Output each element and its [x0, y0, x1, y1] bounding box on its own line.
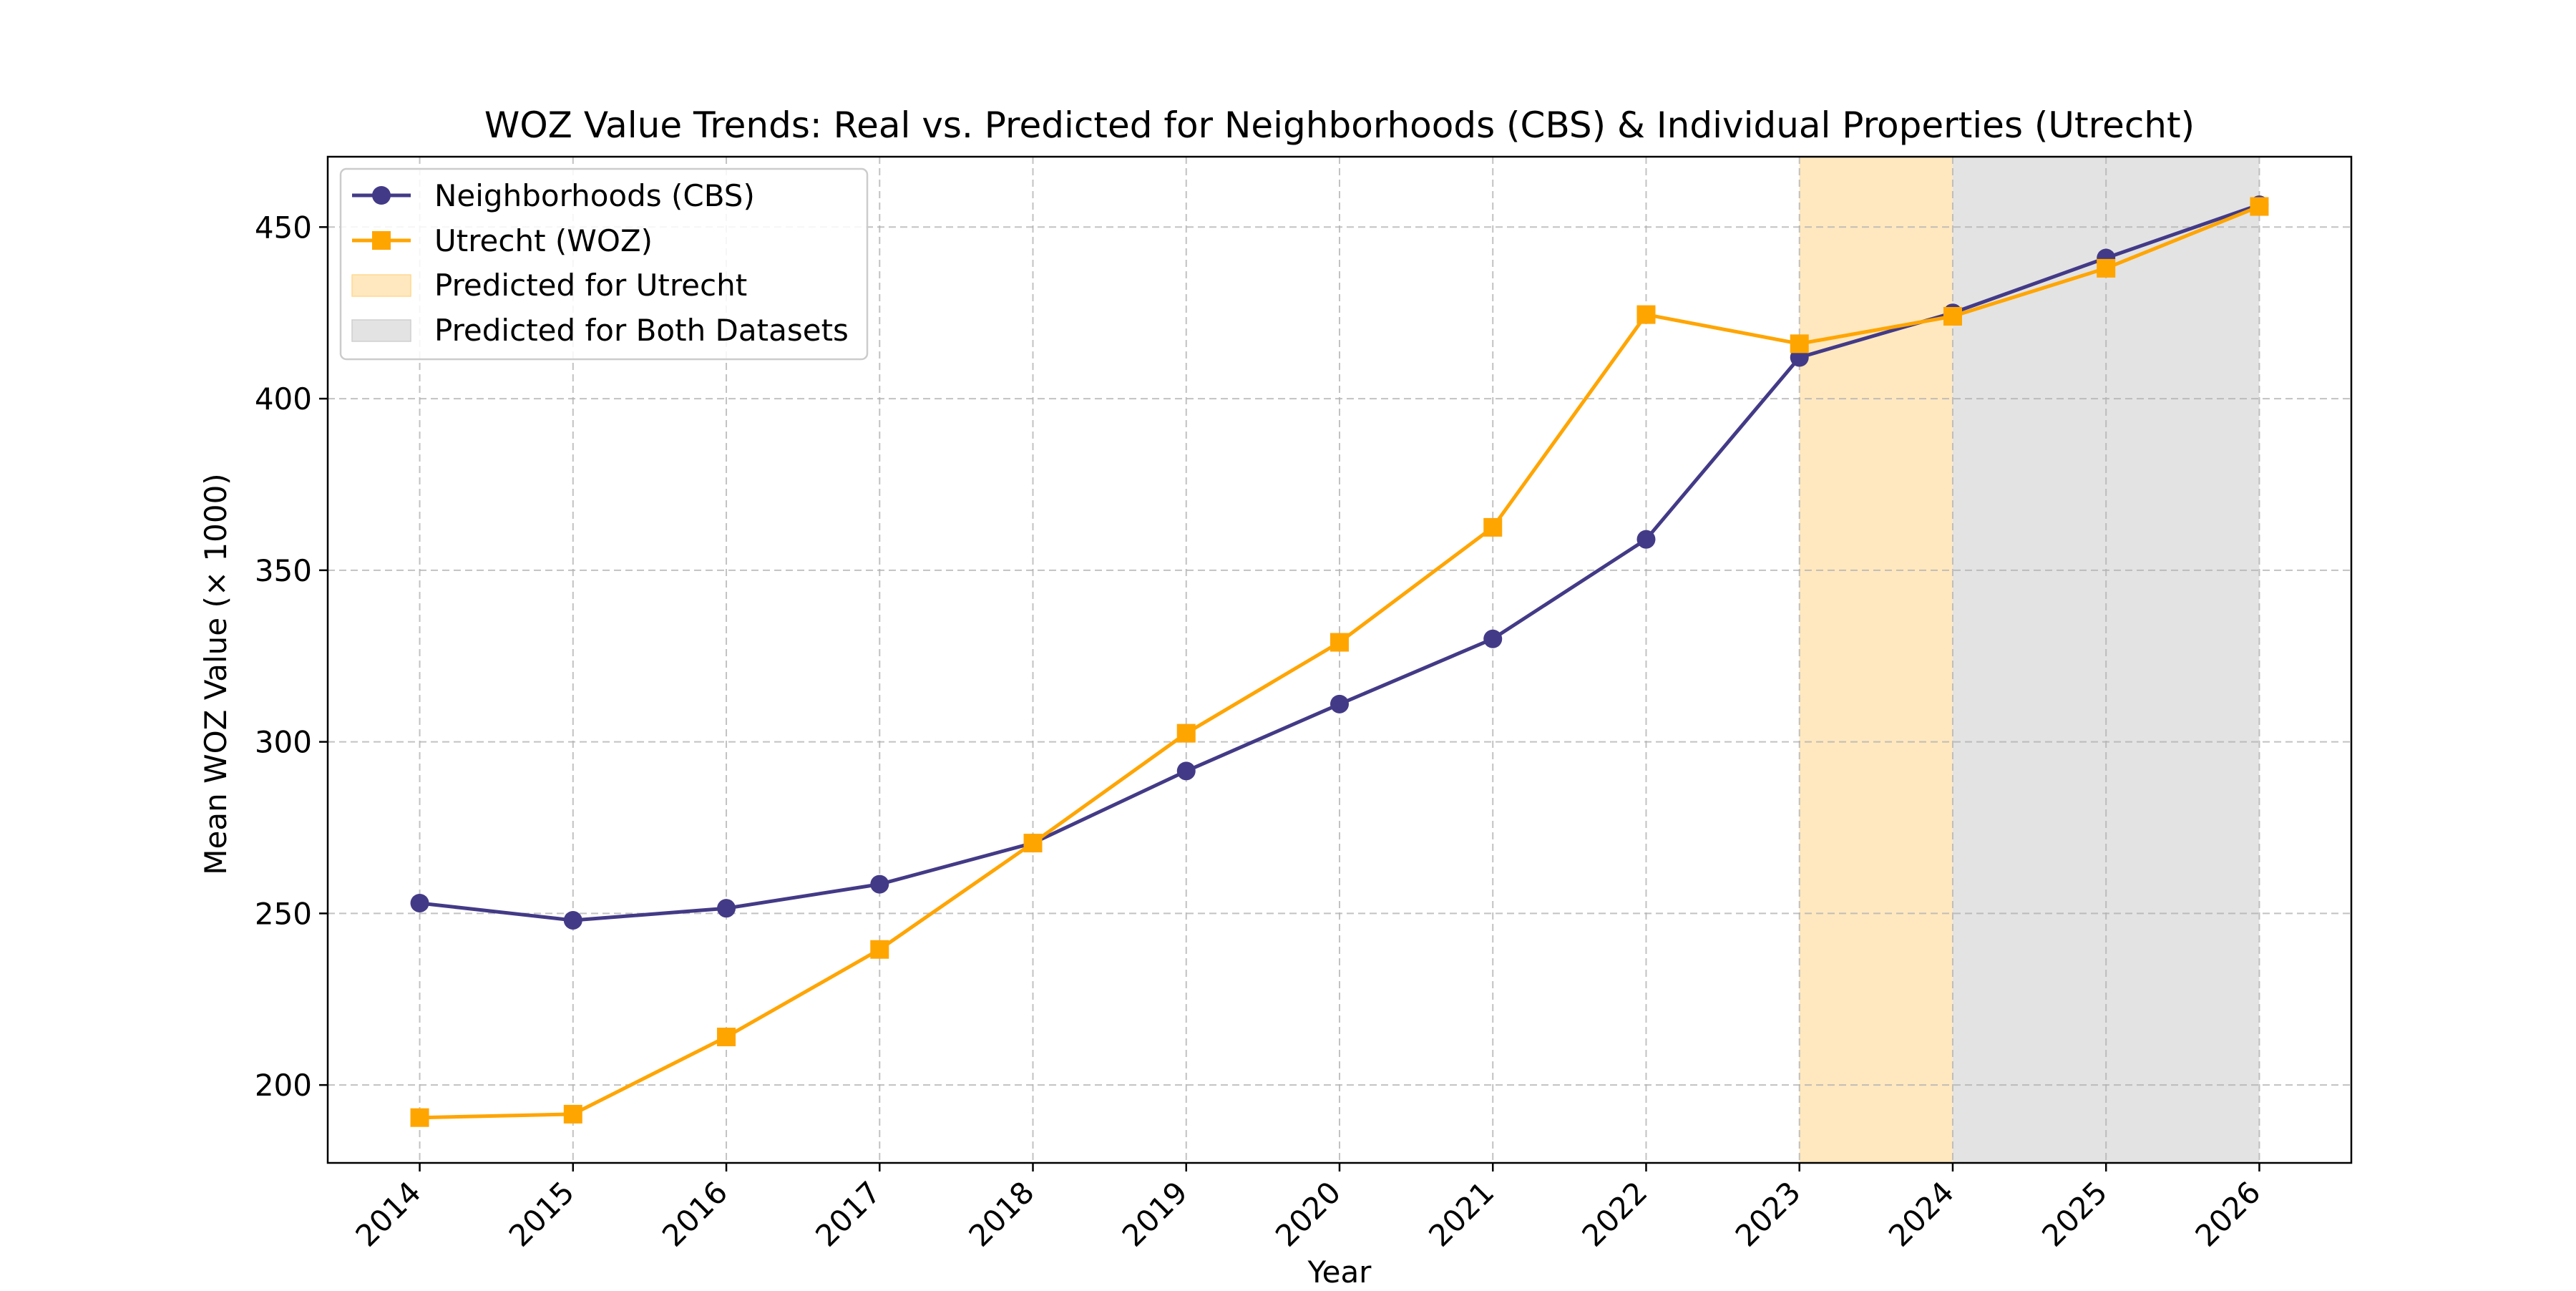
legend-label-predicted-both: Predicted for Both Datasets: [434, 313, 849, 348]
y-axis-title: Mean WOZ Value (× 1000): [198, 473, 233, 875]
data-point-series1-2025: [2097, 258, 2116, 278]
legend-label-predicted-utrecht: Predicted for Utrecht: [434, 268, 747, 303]
data-point-series1-2014: [410, 1108, 429, 1127]
y-tick-label-350: 350: [255, 553, 312, 588]
legend-item-predicted-utrecht: Predicted for Utrecht: [351, 268, 747, 303]
data-point-series0-2015: [563, 910, 582, 930]
data-point-series0-2017: [870, 875, 889, 894]
data-point-series1-2026: [2250, 197, 2269, 216]
legend-swatch-predicted-utrecht: [351, 274, 411, 297]
y-tick-label-300: 300: [255, 725, 312, 760]
data-point-series1-2015: [563, 1104, 582, 1124]
data-point-series1-2019: [1176, 724, 1196, 743]
legend-swatch-predicted-both: [351, 319, 411, 342]
data-point-series1-2018: [1023, 834, 1043, 853]
data-point-series1-2020: [1330, 633, 1349, 652]
legend-label-neighborhoods: Neighborhoods (CBS): [434, 178, 755, 213]
legend-label-utrecht: Utrecht (WOZ): [434, 223, 653, 258]
data-point-series0-2022: [1636, 530, 1656, 549]
legend: Neighborhoods (CBS) Utrecht (WOZ) Predic…: [339, 167, 869, 361]
shaded-region-0: [1799, 157, 1953, 1163]
y-tick-label-400: 400: [255, 381, 312, 416]
grid: [328, 157, 2351, 1163]
legend-marker-square-icon: [372, 231, 391, 250]
data-point-series0-2020: [1330, 694, 1349, 713]
y-tick-label-450: 450: [255, 210, 312, 245]
series-lines: [410, 195, 2269, 1127]
data-point-series0-2014: [410, 893, 429, 912]
x-axis-title: Year: [1307, 1255, 1372, 1288]
plot-area-frame: [326, 155, 2353, 1164]
data-point-series1-2022: [1636, 305, 1656, 324]
data-point-series0-2016: [717, 899, 736, 918]
data-point-series1-2016: [717, 1028, 736, 1047]
data-point-series1-2024: [1943, 306, 1962, 326]
legend-item-neighborhoods: Neighborhoods (CBS): [352, 178, 755, 213]
data-point-series0-2021: [1483, 629, 1503, 648]
chart-title: WOZ Value Trends: Real vs. Predicted for…: [484, 104, 2195, 146]
legend-marker-circle-icon: [372, 186, 391, 205]
y-tick-label-250: 250: [255, 896, 312, 931]
data-point-series1-2021: [1483, 517, 1503, 537]
shaded-regions: [1799, 157, 2260, 1163]
legend-frame: [339, 167, 869, 361]
data-point-series0-2019: [1176, 761, 1196, 781]
legend-item-utrecht: Utrecht (WOZ): [352, 223, 653, 258]
data-point-series1-2017: [870, 940, 889, 959]
data-point-series1-2023: [1790, 334, 1809, 354]
legend-item-predicted-both: Predicted for Both Datasets: [351, 313, 849, 348]
y-tick-label-200: 200: [255, 1068, 312, 1103]
